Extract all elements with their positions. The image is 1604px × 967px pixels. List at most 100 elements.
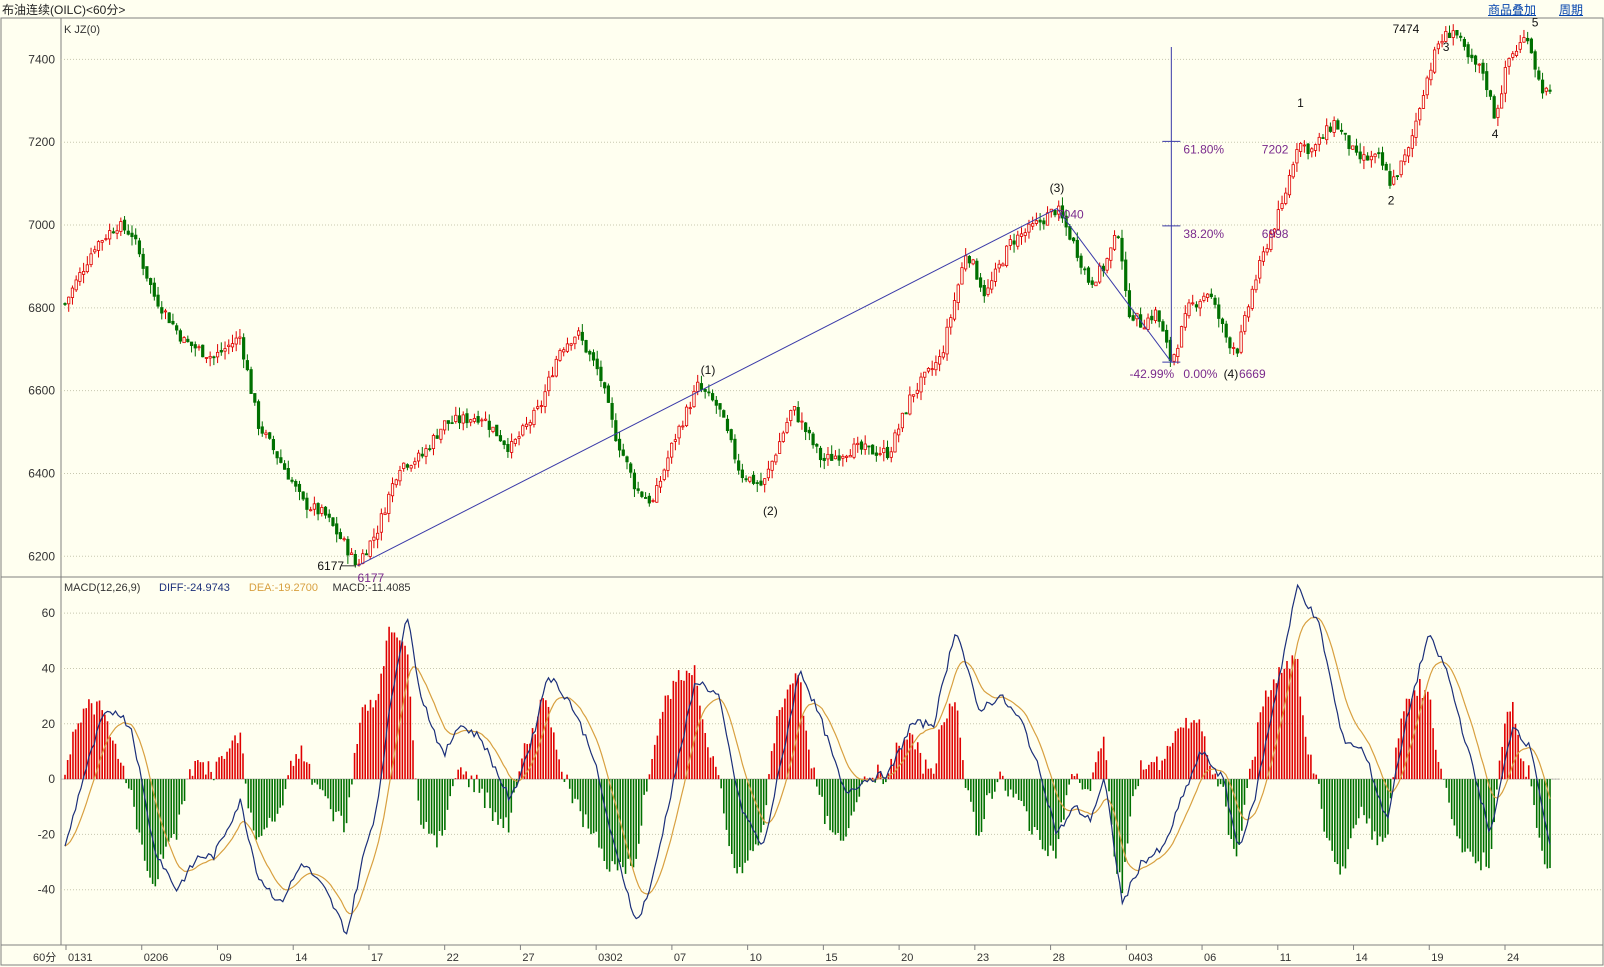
candle-body: [722, 410, 726, 418]
candle: [617, 431, 622, 458]
candle: [677, 424, 681, 445]
candle: [1403, 149, 1407, 166]
candle: [1005, 245, 1009, 268]
candle-body: [409, 465, 413, 469]
candle: [469, 418, 473, 427]
candle: [1429, 62, 1433, 86]
candle: [1094, 281, 1098, 287]
candle: [1053, 209, 1057, 218]
candle: [1146, 313, 1150, 332]
candle-body: [89, 253, 93, 266]
candle-body: [506, 443, 510, 452]
candle: [323, 506, 328, 519]
candle-body: [792, 406, 797, 411]
candle: [268, 431, 272, 440]
candle-body: [297, 483, 302, 492]
candle: [413, 457, 417, 469]
candle: [1150, 309, 1154, 324]
candle-body: [204, 357, 209, 359]
candle-body: [651, 500, 655, 502]
candle-body: [413, 461, 417, 465]
candle-body: [591, 352, 596, 361]
candle: [993, 262, 998, 287]
candle: [349, 548, 354, 556]
candle: [193, 341, 197, 357]
candle-body: [1038, 219, 1042, 223]
candle: [279, 449, 283, 464]
candle: [893, 429, 897, 453]
candle-body: [1373, 153, 1377, 158]
candle-body: [1384, 163, 1388, 171]
candle: [1250, 285, 1254, 311]
period-button[interactable]: 周期: [1559, 3, 1584, 17]
candle: [744, 475, 748, 483]
candle: [1124, 251, 1128, 297]
candle-body: [1131, 315, 1135, 321]
candle-body: [1332, 120, 1336, 133]
candle: [111, 227, 115, 234]
candle: [662, 468, 666, 482]
candle-body: [673, 439, 677, 442]
candle-body: [725, 418, 730, 432]
candle-body: [223, 348, 227, 352]
candle-body: [733, 438, 737, 460]
candle: [766, 460, 771, 481]
candle: [1209, 288, 1213, 299]
price-annotation: -42.99%: [1129, 367, 1174, 381]
candle-body: [625, 456, 629, 463]
candle: [610, 397, 614, 428]
candle-body: [982, 284, 986, 297]
candle-body: [562, 349, 566, 353]
candle-body: [264, 432, 268, 435]
price-annotation: 6998: [1262, 227, 1289, 241]
candle: [1507, 57, 1511, 75]
candle: [614, 413, 618, 442]
candle-body: [692, 390, 696, 408]
candle: [737, 453, 741, 475]
candle: [115, 224, 119, 240]
candle: [644, 492, 648, 499]
candle: [956, 283, 960, 311]
candle: [208, 351, 212, 367]
candle: [565, 337, 570, 353]
candle-body: [1005, 245, 1009, 266]
candle: [874, 446, 878, 462]
candle: [1421, 89, 1426, 109]
candle: [852, 437, 856, 460]
candle-body: [934, 362, 938, 371]
candle-body: [1377, 152, 1381, 155]
candle-body: [1105, 258, 1109, 271]
candle-body: [1459, 35, 1463, 38]
candle-body: [1302, 144, 1306, 147]
candle-body: [1109, 247, 1113, 261]
candle-body: [1019, 233, 1024, 237]
candle: [197, 344, 201, 351]
candle: [454, 406, 458, 424]
candle: [383, 507, 387, 516]
candle: [331, 517, 335, 527]
candle: [532, 407, 536, 428]
candle: [1299, 142, 1303, 158]
candle-body: [1477, 63, 1481, 66]
candle-body: [245, 360, 249, 371]
candle-body: [491, 426, 495, 432]
candle-body: [759, 480, 763, 486]
candle-body: [949, 317, 953, 328]
candle-body: [78, 272, 82, 282]
candle: [1083, 266, 1087, 275]
candle: [647, 492, 651, 507]
candle-body: [900, 412, 905, 429]
candle: [774, 453, 778, 465]
candle: [290, 476, 294, 484]
price-annotation: 6177: [317, 559, 344, 573]
candle: [1339, 123, 1344, 135]
candle-body: [1488, 90, 1493, 97]
price-annotation: 1: [1297, 96, 1304, 110]
candle: [346, 536, 350, 564]
candle-body: [1440, 40, 1444, 44]
candle-body: [1124, 259, 1128, 291]
candle-body: [160, 307, 164, 314]
price-annotation: (2): [763, 504, 778, 518]
overlay-button[interactable]: 商品叠加: [1488, 3, 1537, 17]
